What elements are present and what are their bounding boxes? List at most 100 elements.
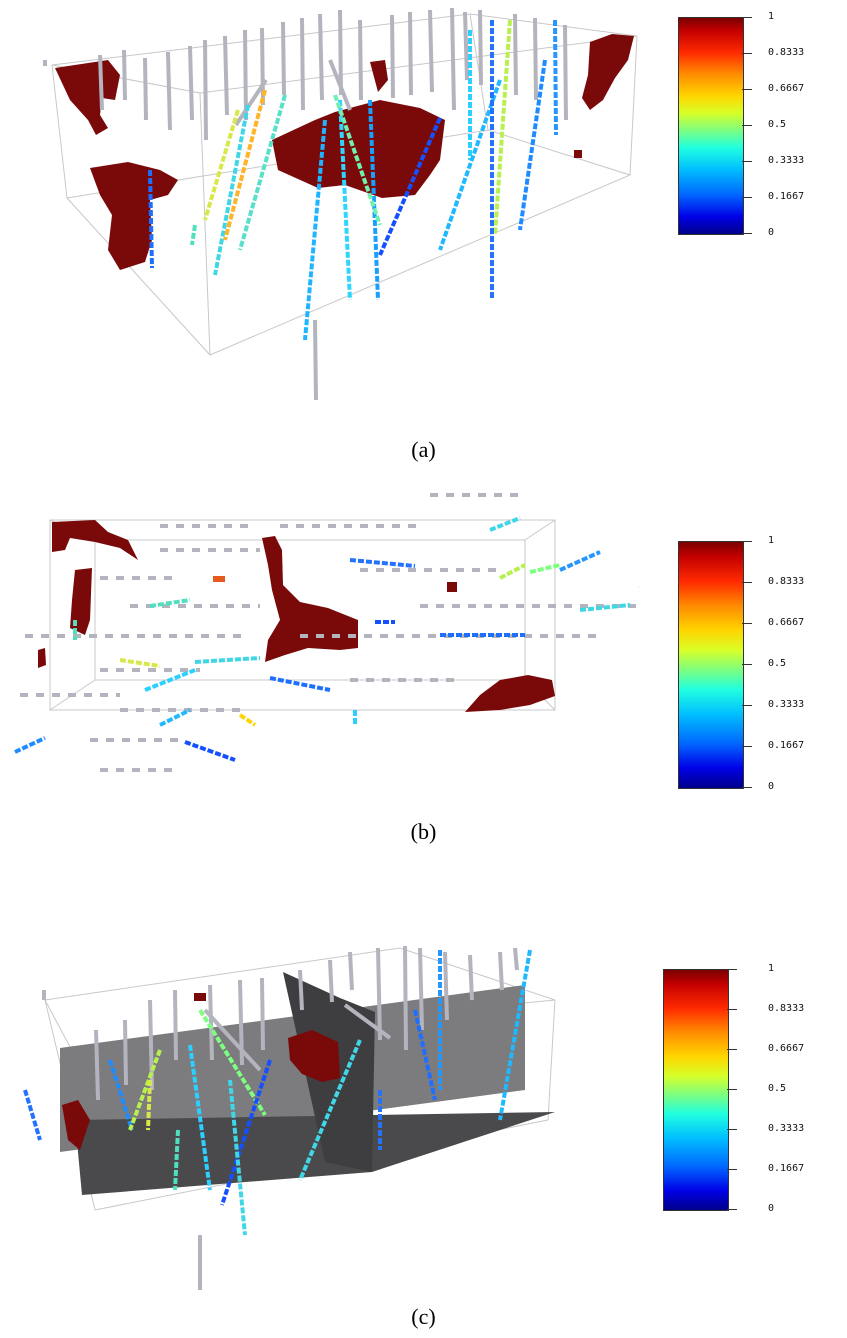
colorbar-tick-label: 0.3333 [768, 1123, 805, 1134]
colorbar-gradient [678, 541, 744, 789]
colorbar-tick-label: 1 [768, 11, 775, 22]
colorbar-tick [742, 89, 752, 90]
drillhole [14, 736, 46, 754]
drillhole [173, 1129, 180, 1191]
drillhole [159, 708, 191, 727]
drillhole [478, 9, 483, 86]
drillhole [559, 550, 601, 572]
panel-a-sampled-drillholes [148, 19, 558, 341]
panel-b-ore-bodies [38, 520, 555, 712]
ore-body [90, 162, 178, 270]
drillhole [328, 59, 352, 111]
ore-body [213, 576, 225, 582]
drillhole [146, 1079, 152, 1131]
drillhole [208, 984, 214, 1061]
colorbar-tick [742, 541, 752, 542]
panel-b-visualization [14, 493, 640, 772]
colorbar-gradient [663, 969, 729, 1211]
section-plane-back [60, 985, 525, 1152]
drillhole [128, 1049, 162, 1131]
colorbar-tick-label: 0.5 [768, 119, 787, 130]
drillhole [499, 563, 526, 580]
drillhole [463, 11, 469, 81]
colorbar-tick [742, 53, 752, 54]
section-plane-left-lower [75, 1112, 555, 1195]
drillhole [390, 14, 395, 99]
drillhole [413, 1009, 437, 1101]
drillhole [190, 224, 197, 246]
drillhole [228, 1079, 247, 1236]
ore-body [582, 34, 634, 110]
ore-body [370, 60, 388, 92]
drillhole [338, 9, 343, 96]
colorbar-tick-label: 0.5 [768, 1083, 787, 1094]
drillhole [408, 11, 413, 96]
drillhole [418, 947, 424, 1031]
drillhole [348, 951, 354, 991]
drillhole [198, 1008, 267, 1117]
drillhole [378, 117, 442, 256]
colorbar-tick [742, 787, 752, 788]
colorbar-tick-label: 0.1667 [768, 191, 805, 202]
colorbar-tick [727, 1089, 737, 1090]
ore-body [62, 1100, 90, 1150]
drillhole [338, 99, 352, 301]
drillhole [468, 954, 474, 1001]
drillhole [303, 119, 327, 341]
panel-c-ore-bodies [62, 993, 340, 1150]
colorbar-tick [727, 1009, 737, 1010]
colorbar-tick-label: 1 [768, 535, 775, 546]
drillhole [489, 516, 521, 532]
drillhole [529, 563, 561, 574]
colorbar-tick-label: 0.5 [768, 658, 787, 669]
drillhole [184, 740, 236, 762]
colorbar-tick [742, 623, 752, 624]
drillhole [108, 1059, 134, 1131]
panel-a-caption: (a) [411, 437, 436, 462]
ore-body [52, 520, 138, 560]
ore-body [38, 648, 46, 668]
colorbar-tick [742, 233, 752, 234]
drillhole [173, 989, 178, 1061]
panel-c-caption: (c) [411, 1304, 436, 1329]
drillhole [188, 1044, 212, 1191]
drillhole [203, 39, 208, 141]
ore-body [70, 568, 92, 635]
colorbar-tick [727, 1169, 737, 1170]
panel-a-ore-bodies [55, 34, 634, 270]
colorbar-tick [727, 1049, 737, 1050]
ore-body [262, 536, 358, 662]
ore-body [465, 675, 555, 712]
colorbar-tick-label: 0 [768, 781, 775, 792]
drillhole [403, 945, 408, 1051]
drillhole [493, 19, 512, 236]
colorbar-tick [742, 705, 752, 706]
panel-a: 1 0.8333 0.6667 0.5 0.3333 0.1667 0 (a) [0, 0, 847, 470]
drillhole [143, 57, 148, 121]
colorbar-tick-label: 0.8333 [768, 47, 805, 58]
drillhole [533, 17, 538, 101]
panel-c: 1 0.8333 0.6667 0.5 0.3333 0.1667 0 (c) [0, 890, 847, 1338]
drillhole [220, 1059, 272, 1206]
colorbar-tick [742, 582, 752, 583]
drillhole [513, 947, 519, 971]
drillhole [313, 319, 318, 401]
ore-body [55, 60, 120, 135]
colorbar-tick-label: 0.8333 [768, 576, 805, 587]
drillhole [188, 45, 194, 121]
colorbar-tick-label: 0 [768, 227, 775, 238]
colorbar-tick [742, 17, 752, 18]
drillhole [358, 19, 363, 101]
drillhole [281, 21, 286, 96]
drillhole [438, 79, 502, 251]
panel-b-sampled-drillholes [14, 516, 631, 762]
ore-body [288, 1030, 340, 1082]
colorbar-tick-label: 0.6667 [768, 617, 805, 628]
colorbar-tick [742, 746, 752, 747]
drillhole [203, 109, 240, 221]
drillhole [368, 99, 380, 301]
colorbar-tick-label: 1 [768, 963, 775, 974]
ore-body [447, 582, 457, 592]
drillhole [260, 977, 265, 1051]
drillhole [376, 947, 382, 1041]
